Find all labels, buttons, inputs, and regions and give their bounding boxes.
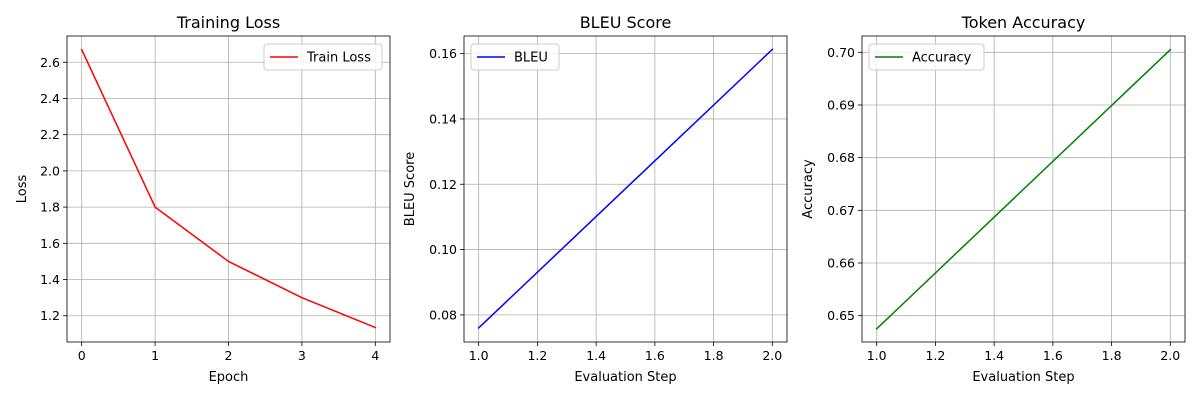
- chart-1-axes-frame: [66, 35, 391, 343]
- chart-1-y-tick-label: 2.2: [40, 127, 60, 142]
- chart-1-legend: Train Loss: [263, 43, 383, 71]
- chart-2-x-tick-label: 1.4: [586, 348, 606, 363]
- chart-2-y-axis-label: BLEU Score: [403, 152, 418, 226]
- chart-2-x-tick-label: 1.8: [704, 348, 724, 363]
- chart-3-y-axis-label: Accuracy: [801, 159, 816, 219]
- chart-2-y-tick-label: 0.08: [429, 307, 457, 322]
- chart-1-x-tick-label: 2: [225, 348, 233, 363]
- chart-1-x-tick-label: 4: [371, 348, 379, 363]
- chart-2-legend-box: [470, 43, 560, 71]
- chart-1-x-tick-label: 0: [78, 348, 86, 363]
- chart-3-legend-box: [868, 43, 985, 71]
- chart-3-x-tick-label: 1.6: [1043, 348, 1063, 363]
- chart-3-panel: 1.0 1.2 1.4 1.6 1.8 2.0 0.65 0.66 0.67 0.68 0.69 0.…: [801, 13, 1186, 385]
- chart-3-y-tick-label: 0.65: [827, 308, 855, 323]
- chart-1-x-tick-label: 1: [151, 348, 159, 363]
- chart-1-title: Training Loss: [176, 13, 280, 32]
- chart-2-series-bleu-line: [477, 48, 774, 330]
- chart-3-x-tick-label: 1.4: [984, 348, 1004, 363]
- chart-1-legend-label: Train Loss: [306, 51, 371, 66]
- chart-1-y-tick-label: 2.0: [40, 163, 60, 178]
- chart-3-x-tick-label: 1.2: [925, 348, 945, 363]
- chart-2-legend: BLEU: [470, 43, 560, 71]
- chart-2-panel: 1.0 1.2 1.4 1.6 1.8 2.0 0.08 0.10 0.12 0.14 0.16 BL…: [403, 13, 788, 385]
- chart-2-x-tick-label: 1.2: [527, 348, 547, 363]
- chart-3-x-tick-label: 2.0: [1160, 348, 1180, 363]
- chart-3-y-tick-label: 0.66: [827, 255, 855, 270]
- chart-3-axes-frame: [861, 35, 1186, 343]
- chart-2-legend-label: BLEU: [514, 51, 548, 66]
- chart-2-y-tick-label: 0.12: [429, 177, 457, 192]
- chart-2-y-tick-label: 0.14: [429, 111, 457, 126]
- chart-1-y-tick-label: 1.6: [40, 236, 60, 251]
- chart-2-axes-frame: [463, 35, 788, 343]
- chart-3-series-accuracy-line: [875, 48, 1172, 330]
- chart-2-y-tick-label: 0.16: [429, 46, 457, 61]
- chart-3-title: Token Accuracy: [961, 13, 1086, 32]
- chart-2-x-tick-label: 1.0: [469, 348, 489, 363]
- chart-1-x-axis-label: Epoch: [209, 370, 249, 385]
- chart-1-y-tick-label: 2.6: [40, 55, 60, 70]
- chart-3-legend: Accuracy: [868, 43, 985, 71]
- chart-3-y-tick-label: 0.70: [827, 45, 855, 60]
- chart-1-y-axis-label: Loss: [15, 175, 30, 204]
- chart-1-y-tick-label: 1.2: [40, 308, 60, 323]
- chart-1-y-tick-label: 2.4: [40, 91, 60, 106]
- chart-3-y-tick-label: 0.69: [827, 97, 855, 112]
- chart-3-y-tick-label: 0.68: [827, 150, 855, 165]
- chart-2-x-tick-label: 2.0: [762, 348, 782, 363]
- chart-1-y-tick-label: 1.4: [40, 272, 60, 287]
- chart-2-x-axis-label: Evaluation Step: [574, 370, 676, 385]
- chart-3-y-tick-label: 0.67: [827, 203, 855, 218]
- chart-1-x-tick-label: 3: [298, 348, 306, 363]
- chart-1-panel: 0 1 2 3 4 1.2 1.4 1.6 1.8 2.0 2.2 2.4 2.6 Training Lo…: [15, 13, 391, 385]
- chart-3-x-axis-label: Evaluation Step: [972, 370, 1074, 385]
- chart-2-title: BLEU Score: [580, 13, 672, 32]
- chart-3-x-tick-label: 1.0: [867, 348, 887, 363]
- chart-3-x-tick-label: 1.8: [1102, 348, 1122, 363]
- chart-1-y-tick-label: 1.8: [40, 200, 60, 215]
- chart-3-legend-label: Accuracy: [912, 51, 972, 66]
- chart-1-legend-box: [263, 43, 383, 71]
- chart-2-x-tick-label: 1.6: [645, 348, 665, 363]
- chart-2-y-tick-label: 0.10: [429, 242, 457, 257]
